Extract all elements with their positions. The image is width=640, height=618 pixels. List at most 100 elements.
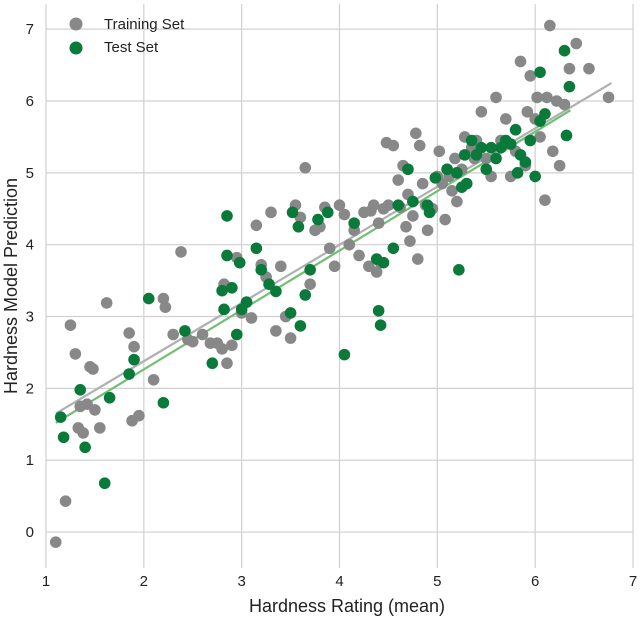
- training-point: [451, 195, 463, 208]
- y-axis-label: Hardness Model Prediction: [1, 178, 21, 394]
- test-point: [79, 441, 91, 454]
- test-point: [485, 141, 497, 154]
- test-point: [377, 256, 390, 269]
- training-point: [186, 335, 199, 348]
- training-point: [64, 319, 77, 331]
- test-point: [74, 384, 87, 396]
- training-point: [583, 62, 595, 75]
- training-point: [570, 37, 583, 50]
- test-point: [441, 163, 453, 176]
- training-point: [159, 301, 172, 313]
- test-point: [286, 206, 299, 219]
- training-point: [541, 91, 553, 104]
- y-tick-label: 5: [26, 165, 34, 182]
- training-point: [382, 199, 395, 211]
- training-point: [196, 328, 209, 341]
- training-point: [404, 235, 416, 247]
- y-tick-label: 4: [26, 237, 34, 254]
- test-point: [504, 138, 517, 150]
- test-point: [374, 319, 387, 331]
- test-point: [560, 129, 573, 142]
- legend: Training Set Test Set: [69, 16, 185, 56]
- legend-label-test: Test Set: [104, 39, 159, 56]
- training-point: [299, 162, 312, 174]
- training-point: [387, 139, 400, 152]
- training-point: [558, 98, 571, 111]
- test-point: [423, 206, 436, 219]
- test-point: [250, 242, 263, 255]
- training-point: [421, 224, 434, 237]
- training-point: [94, 422, 106, 434]
- training-point: [524, 70, 537, 82]
- training-point: [245, 312, 258, 324]
- test-point: [524, 134, 537, 147]
- training-point: [49, 536, 62, 548]
- test-point: [529, 170, 541, 183]
- x-tick-label: 3: [237, 573, 245, 590]
- y-tick-label: 7: [26, 21, 34, 38]
- test-point: [123, 368, 135, 380]
- training-point: [490, 91, 502, 104]
- training-point: [304, 278, 316, 291]
- training-point: [563, 62, 576, 75]
- test-point: [475, 141, 488, 154]
- training-point: [87, 363, 99, 375]
- training-point: [328, 260, 341, 273]
- x-axis-label: Hardness Rating (mean): [249, 596, 445, 616]
- test-point: [321, 206, 334, 219]
- test-point: [216, 284, 228, 297]
- test-point: [54, 411, 67, 423]
- y-tick-label: 2: [26, 380, 34, 397]
- test-point: [142, 292, 155, 305]
- test-point: [534, 66, 546, 79]
- training-point: [123, 327, 135, 339]
- training-point: [284, 332, 297, 344]
- test-point: [407, 195, 419, 208]
- test-point: [465, 134, 478, 147]
- test-point: [230, 328, 243, 341]
- training-point: [475, 105, 488, 118]
- legend-label-training: Training Set: [104, 16, 185, 33]
- training-point: [353, 249, 365, 262]
- training-point: [480, 152, 493, 165]
- test-point: [221, 249, 233, 262]
- training-point: [553, 159, 566, 172]
- test-point: [240, 296, 253, 308]
- test-point: [563, 80, 576, 93]
- training-point: [439, 213, 451, 226]
- training-point: [250, 219, 263, 232]
- training-point: [602, 91, 615, 104]
- training-point: [89, 404, 101, 416]
- training-point: [167, 328, 179, 341]
- test-point: [206, 357, 219, 370]
- x-tick-label: 5: [433, 573, 441, 590]
- test-point: [179, 325, 191, 337]
- training-point: [411, 253, 424, 265]
- y-tick-label: 0: [26, 524, 34, 541]
- x-tick-label: 4: [335, 573, 343, 590]
- training-point: [400, 220, 412, 233]
- training-point: [265, 206, 277, 219]
- test-point: [233, 256, 246, 269]
- legend-marker-test: [69, 41, 83, 55]
- test-point: [98, 477, 111, 490]
- test-point: [392, 199, 405, 211]
- training-point: [413, 139, 426, 152]
- x-tick-label: 7: [629, 573, 637, 590]
- training-point: [221, 357, 233, 370]
- training-point: [521, 105, 534, 118]
- training-point: [270, 325, 282, 337]
- training-point: [100, 297, 113, 309]
- test-point: [294, 320, 307, 332]
- test-point: [387, 242, 400, 255]
- test-point: [270, 285, 282, 298]
- legend-marker-training: [69, 17, 83, 31]
- test-point: [453, 264, 465, 276]
- test-point: [338, 348, 351, 361]
- x-tick-label: 6: [531, 573, 539, 590]
- test-point: [509, 123, 522, 136]
- test-point: [255, 264, 268, 276]
- y-tick-label: 3: [26, 309, 34, 326]
- test-point: [429, 172, 442, 184]
- training-point: [410, 127, 422, 140]
